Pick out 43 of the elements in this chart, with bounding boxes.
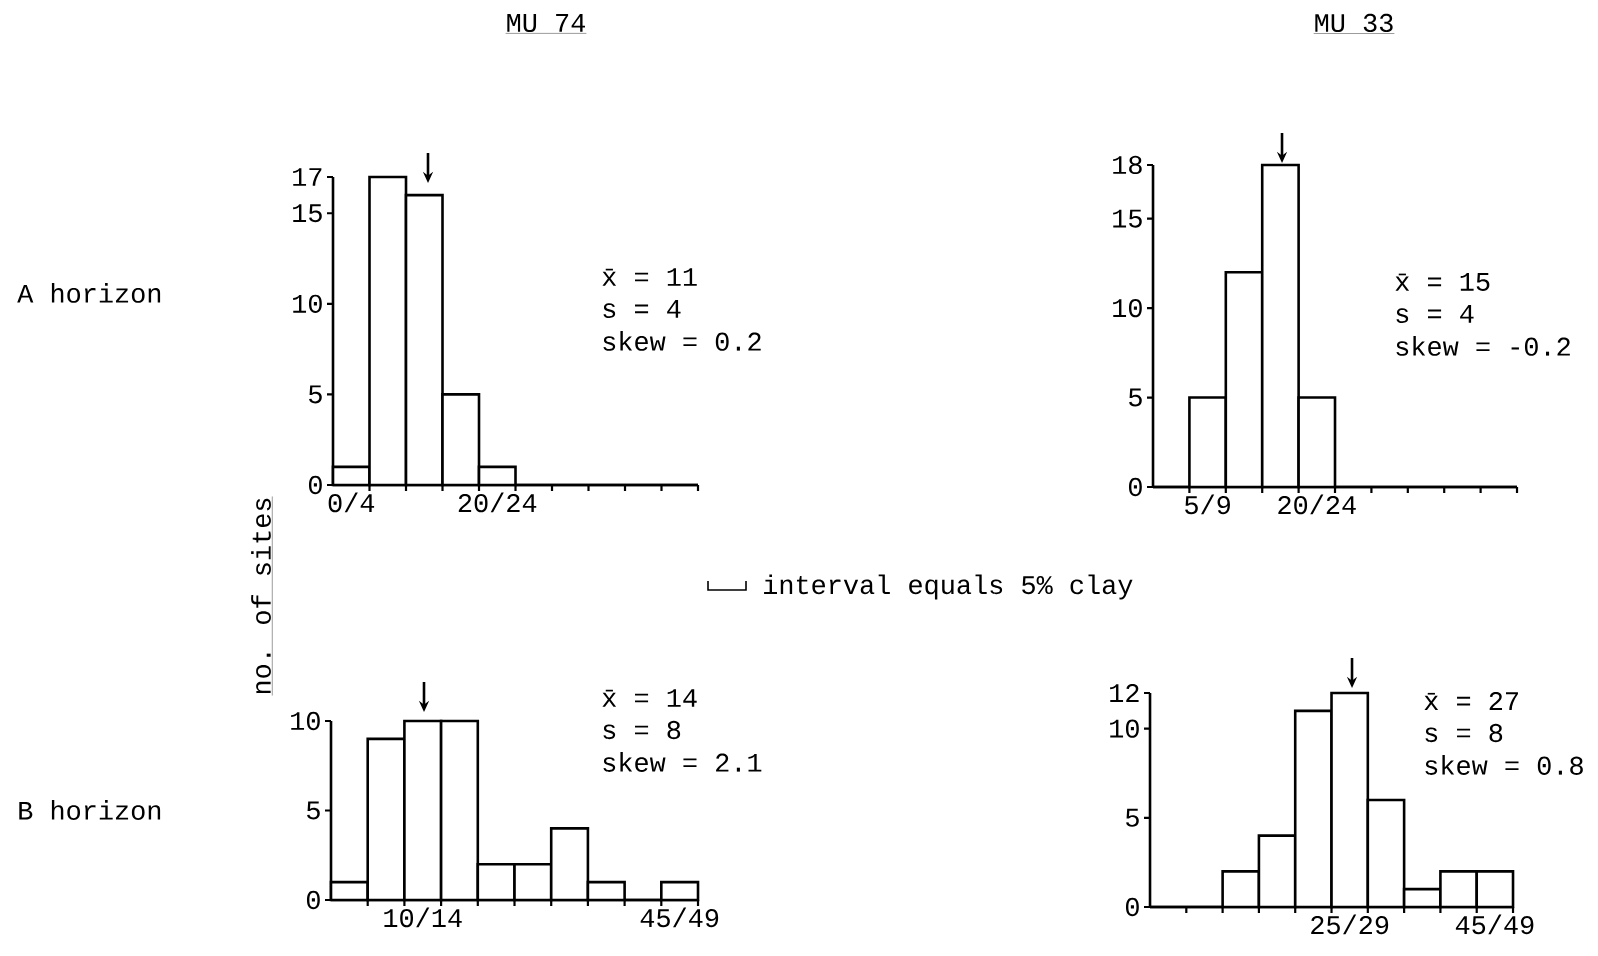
y-tick-label: 5 bbox=[1129, 388, 1142, 407]
y-tick-label: 0 bbox=[1125, 897, 1139, 917]
annotation: s = 8 bbox=[603, 720, 681, 740]
annotation: s = 4 bbox=[603, 300, 681, 318]
y-tick-label: 15 bbox=[293, 204, 322, 223]
y-tick-label: 12 bbox=[1110, 684, 1139, 702]
y-tick-label: 10 bbox=[291, 711, 320, 731]
y-tick-label: 10 bbox=[293, 294, 322, 313]
annotation: x̄ = 27 bbox=[1424, 691, 1518, 710]
y-tick-label: 0 bbox=[1128, 477, 1142, 497]
y-tick-label: 5 bbox=[307, 801, 320, 820]
y-tick-label: 0 bbox=[308, 475, 322, 495]
x-tick-label: 20/24 bbox=[458, 492, 537, 513]
annotation: x̄ = 11 bbox=[602, 268, 697, 286]
x-tick-label: 20/24 bbox=[1278, 494, 1356, 515]
y-tick-label: 0 bbox=[306, 890, 320, 910]
annotation: s = 8 bbox=[1425, 723, 1503, 743]
annotation: skew = 2.1 bbox=[603, 752, 762, 772]
text: x̄ = 14 bbox=[602, 689, 697, 707]
x-tick-label: 0/4 bbox=[328, 492, 375, 513]
y-tick-label: 5 bbox=[309, 385, 322, 404]
x-tick-label: 45/49 bbox=[640, 907, 719, 928]
text: B horizon bbox=[19, 800, 161, 820]
y-tick-label: 17 bbox=[293, 168, 322, 186]
annotation: s = 4 bbox=[1396, 305, 1474, 323]
text: A horizon bbox=[17, 283, 161, 303]
y-tick-label: 5 bbox=[1126, 808, 1139, 827]
chart-title: MU 74 bbox=[507, 14, 585, 32]
annotation: skew = 0.8 bbox=[1425, 755, 1583, 775]
annotation: skew = -0.2 bbox=[1396, 336, 1570, 356]
x-tick-label: 10/14 bbox=[384, 907, 462, 928]
text: interval equals 5% clay bbox=[764, 574, 1133, 600]
chart-title: MU 33 bbox=[1315, 13, 1393, 33]
x-tick-label: 45/49 bbox=[1455, 914, 1534, 935]
y-tick-label: 18 bbox=[1113, 155, 1142, 175]
y-axis-title: no. of sites bbox=[251, 498, 271, 694]
y-tick-label: 10 bbox=[1110, 719, 1139, 738]
x-tick-label: 5/9 bbox=[1185, 494, 1230, 515]
annotation: skew = 0.2 bbox=[603, 331, 761, 351]
x-tick-label: 25/29 bbox=[1311, 914, 1389, 935]
annotation: x̄ = 15 bbox=[1395, 273, 1490, 291]
y-tick-label: 10 bbox=[1113, 298, 1142, 318]
y-tick-label: 15 bbox=[1113, 209, 1142, 228]
